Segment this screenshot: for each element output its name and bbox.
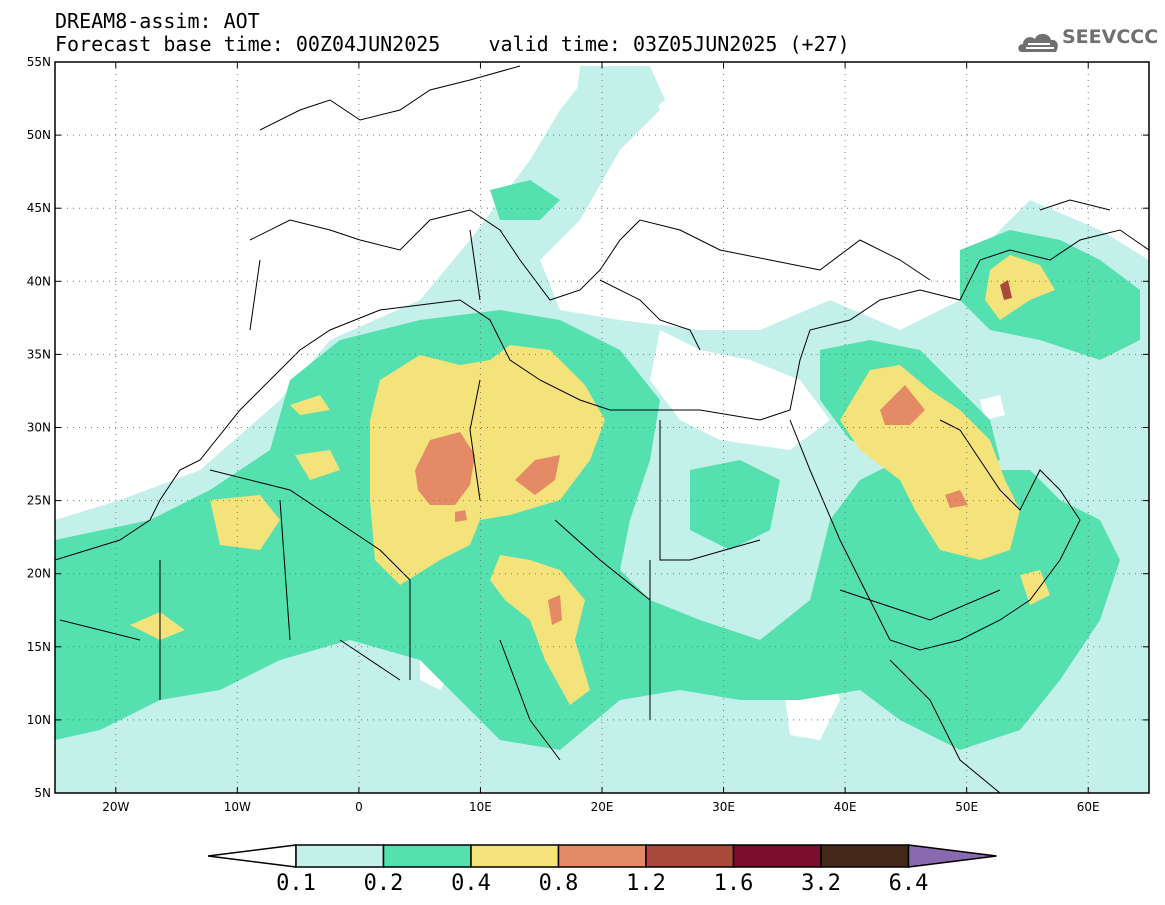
lon-tick-label: 40E (834, 800, 857, 814)
colorbar: 0.1 0.2 0.4 0.8 1.2 1.6 3.2 6.4 (207, 844, 997, 896)
lon-tick-label: 0 (355, 800, 363, 814)
lon-tick-label: 20E (591, 800, 614, 814)
colorbar-label: 0.2 (364, 871, 404, 896)
colorbar-label: 1.2 (626, 871, 666, 896)
colorbar-label: 1.6 (714, 871, 754, 896)
colorbar-segment (382, 844, 472, 868)
coastlines-and-borders (55, 65, 1149, 793)
colorbar-segment (820, 844, 910, 868)
colorbar-segment (470, 844, 560, 868)
colorbar-label: 3.2 (801, 871, 841, 896)
logo-text: SEEVCCC (1062, 26, 1159, 48)
lat-tick-label: 35N (27, 347, 51, 361)
colorbar-segment (295, 844, 385, 868)
colorbar-label: 0.8 (539, 871, 579, 896)
lon-tick-label: 50E (955, 800, 978, 814)
lat-tick-label: 5N (34, 786, 51, 800)
colorbar-label: 6.4 (889, 871, 929, 896)
lat-tick-label: 15N (27, 640, 51, 654)
colorbar-label: 0.1 (276, 871, 316, 896)
lon-tick-label: 60E (1077, 800, 1100, 814)
lat-tick-label: 50N (27, 128, 51, 142)
aot-level-0-8 (415, 385, 968, 625)
colorbar-segment (645, 844, 735, 868)
gridlines (55, 62, 1149, 793)
lat-tick-label: 55N (27, 55, 51, 69)
colorbar-over-arrow (907, 844, 997, 868)
lat-tick-label: 25N (27, 494, 51, 508)
lat-tick-label: 10N (27, 713, 51, 727)
lat-tick-label: 30N (27, 421, 51, 435)
aot-level-1-2 (1000, 280, 1012, 300)
lon-tick-label: 10E (469, 800, 492, 814)
valid-time-label: valid time: 03Z05JUN2025 (+27) (488, 32, 850, 56)
lon-tick-label: 20W (102, 800, 129, 814)
lat-tick-label: 40N (27, 274, 51, 288)
base-time-label: Forecast base time: 00Z04JUN2025 (55, 32, 441, 56)
colorbar-label: 0.4 (451, 871, 491, 896)
lon-tick-label: 30E (712, 800, 735, 814)
lat-tick-label: 45N (27, 201, 51, 215)
chart-title: DREAM8-assim: AOT (55, 9, 260, 33)
lon-tick-label: 10W (224, 800, 251, 814)
colorbar-segment (557, 844, 647, 868)
colorbar-under-arrow (207, 844, 297, 868)
cloud-logo-icon (1018, 33, 1058, 52)
lat-tick-label: 20N (27, 567, 51, 581)
colorbar-segment (732, 844, 822, 868)
chart-subtitle: Forecast base time: 00Z04JUN2025 valid t… (55, 33, 850, 55)
lat-tick-group: 5N 10N 15N 20N 25N 30N 35N 40N 45N 50N 55N (27, 55, 1149, 800)
lon-tick-group: 20W 10W 0 10E 20E 30E 40E 50E 60E (102, 62, 1100, 814)
